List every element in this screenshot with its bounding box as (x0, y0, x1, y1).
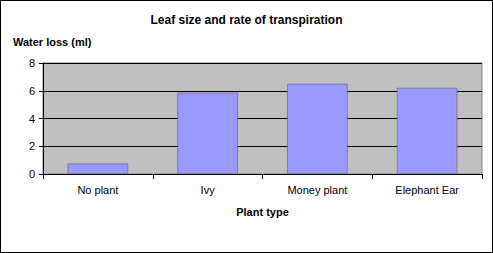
svg-text:2: 2 (29, 140, 35, 152)
svg-text:0: 0 (29, 168, 35, 180)
svg-text:6: 6 (29, 85, 35, 97)
svg-text:Elephant Ear: Elephant Ear (395, 184, 459, 196)
svg-text:Leaf size and rate of transpir: Leaf size and rate of transpiration (150, 13, 342, 27)
svg-text:Ivy: Ivy (201, 184, 216, 196)
svg-text:Water loss (ml): Water loss (ml) (13, 36, 92, 48)
svg-text:Plant type: Plant type (236, 206, 289, 218)
svg-text:No plant: No plant (77, 184, 118, 196)
svg-text:4: 4 (29, 113, 35, 125)
svg-text:Money plant: Money plant (287, 184, 347, 196)
svg-text:8: 8 (29, 57, 35, 69)
